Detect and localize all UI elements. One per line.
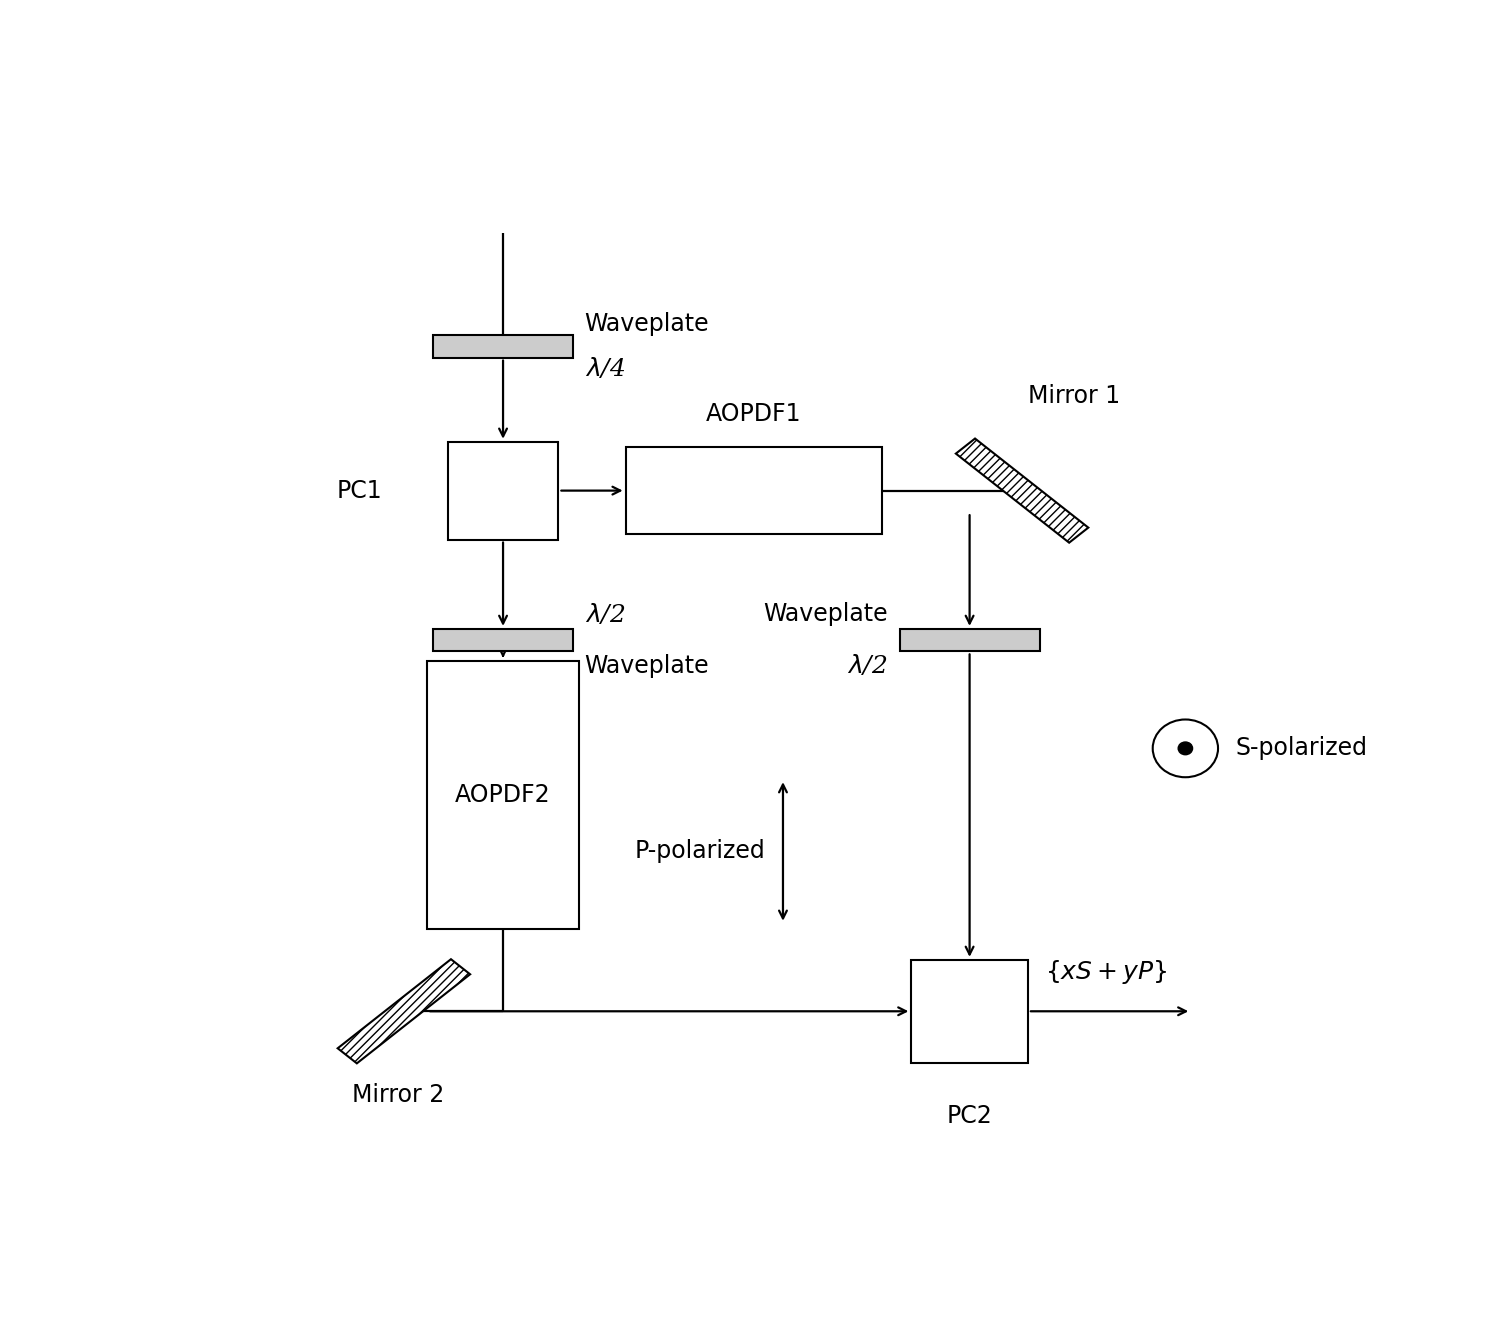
- Text: Waveplate: Waveplate: [585, 653, 709, 678]
- Text: AOPDF2: AOPDF2: [455, 783, 551, 807]
- Bar: [626, 447, 882, 534]
- Circle shape: [1178, 742, 1192, 755]
- Text: $\lambda$/2: $\lambda$/2: [847, 653, 888, 679]
- Bar: [900, 629, 1040, 652]
- Text: $\lambda$/4: $\lambda$/4: [585, 356, 625, 382]
- Text: Mirror 1: Mirror 1: [1028, 384, 1120, 408]
- Text: Mirror 2: Mirror 2: [352, 1083, 444, 1107]
- Bar: [433, 335, 573, 358]
- Bar: [447, 442, 558, 540]
- Polygon shape: [956, 439, 1088, 542]
- Bar: [433, 629, 573, 652]
- Text: PC2: PC2: [947, 1105, 992, 1127]
- Bar: [912, 960, 1028, 1063]
- Text: P-polarized: P-polarized: [635, 840, 766, 864]
- Text: PC1: PC1: [337, 478, 382, 502]
- Text: Waveplate: Waveplate: [585, 312, 709, 336]
- Text: S-polarized: S-polarized: [1236, 736, 1368, 761]
- Text: Waveplate: Waveplate: [763, 603, 888, 627]
- Text: AOPDF1: AOPDF1: [706, 402, 802, 426]
- Circle shape: [1153, 719, 1218, 777]
- Bar: [427, 660, 579, 929]
- Polygon shape: [337, 959, 470, 1063]
- Text: $\{xS + yP\}$: $\{xS + yP\}$: [1046, 959, 1168, 986]
- Text: $\lambda$/2: $\lambda$/2: [585, 601, 626, 627]
